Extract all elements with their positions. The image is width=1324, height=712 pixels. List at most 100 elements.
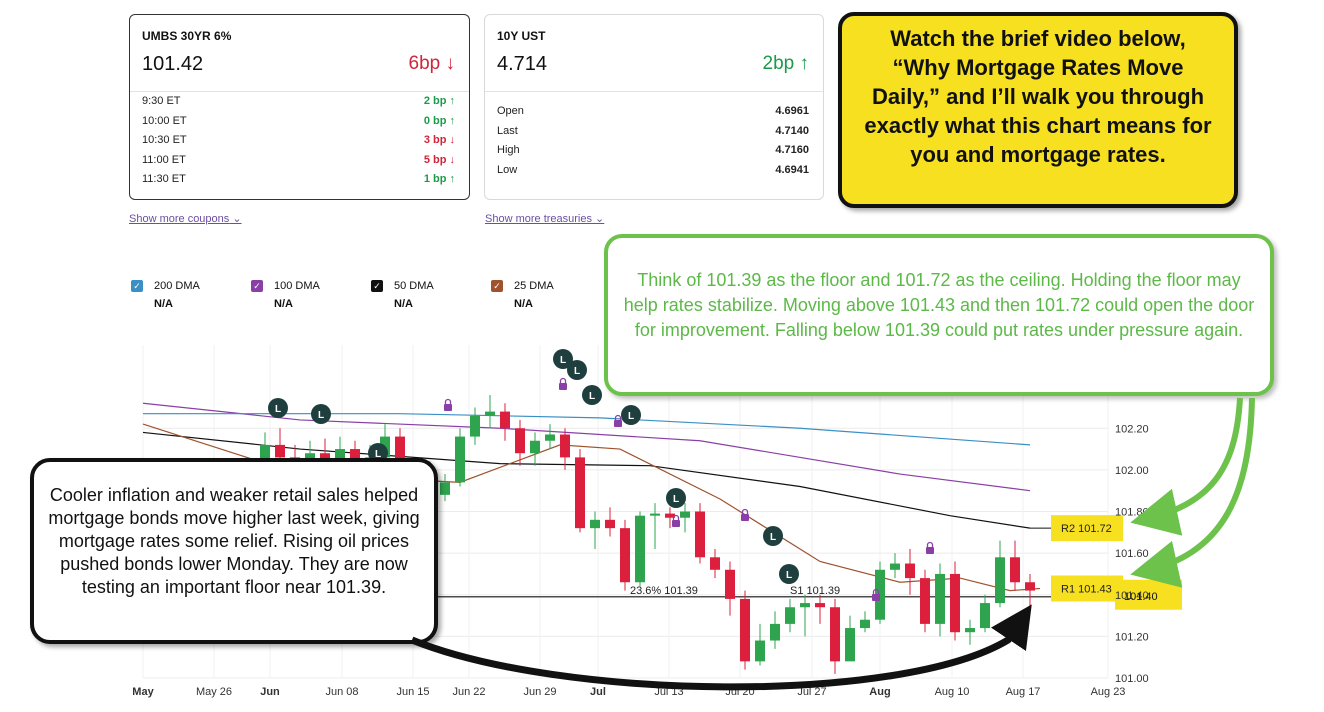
lock-icon (672, 520, 680, 527)
arrow-up-icon: ↑ (446, 95, 455, 107)
divider (130, 91, 469, 92)
umbs-intraday-row: 10:30 ET 3 bp ↓ (142, 134, 455, 152)
ust-stat-row: Open 4.6961 (497, 105, 809, 123)
candle-body (455, 436, 465, 483)
marker-letter: L (560, 355, 566, 366)
row-change: 3 bp ↓ (423, 134, 455, 146)
legend-label: 25 DMA (514, 280, 554, 292)
candle-body (755, 640, 765, 662)
arrow-down-icon: ↓ (446, 134, 455, 146)
row-change: 5 bp ↓ (423, 153, 455, 166)
event-marker-icon[interactable] (268, 398, 288, 418)
level-badge (1051, 515, 1123, 542)
candle-body (470, 415, 480, 437)
ust-quote-card[interactable]: 10Y UST 4.714 2bp ↑ Open 4.6961 Last 4.7140… (484, 14, 824, 200)
legend-label: 200 DMA (154, 280, 200, 292)
candle-body (980, 603, 990, 629)
event-marker-icon[interactable] (621, 405, 641, 425)
y-tick-label: 101.60 (1115, 548, 1149, 560)
ma-50-line (142, 431, 1031, 529)
lock-icon (926, 547, 934, 554)
lock-shackle (926, 541, 934, 547)
candle-body (875, 569, 885, 620)
y-tick-label: 101.20 (1115, 631, 1149, 643)
row-change: 0 bp ↑ (423, 114, 455, 127)
candle-body (935, 573, 945, 624)
checkbox-icon[interactable]: ✓ (251, 280, 263, 292)
umbs-price: 101.42 (142, 53, 204, 75)
event-marker-icon[interactable] (779, 564, 799, 584)
y-tick-label: 101.80 (1115, 507, 1149, 519)
umbs-intraday-row: 11:00 ET 5 bp ↓ (142, 154, 455, 172)
x-tick-label: Jun 08 (325, 686, 358, 698)
arrow-down-icon: ↓ (446, 153, 455, 166)
candle-body (965, 628, 975, 633)
row-change: 2 bp ↑ (423, 95, 455, 107)
lock-shackle (741, 508, 749, 514)
arrow-up-icon: ↑ (446, 173, 455, 185)
show-more-coupons-link[interactable]: Show more coupons ⌄ (129, 213, 242, 225)
row-time: 11:30 ET (142, 173, 186, 185)
checkbox-icon[interactable]: ✓ (371, 280, 383, 292)
x-tick-label: Jun 29 (523, 686, 556, 698)
checkbox-icon[interactable]: ✓ (131, 280, 143, 292)
lock-shackle (672, 514, 680, 520)
candle-body (830, 607, 840, 662)
umbs-quote-card[interactable]: UMBS 30YR 6% 101.42 6bp ↓ 9:30 ET 2 bp ↑ 1… (129, 14, 470, 200)
x-tick-label: Aug (869, 686, 890, 698)
candle-body (800, 603, 810, 608)
event-marker-icon[interactable] (311, 404, 331, 424)
event-marker-icon[interactable] (567, 360, 587, 380)
event-marker-icon[interactable] (763, 526, 783, 546)
lock-icon (614, 420, 622, 427)
level-label: S1 101.39 (790, 585, 840, 597)
umbs-change: 6bp ↓ (408, 53, 455, 74)
candle-body (845, 628, 855, 662)
candle-body (725, 569, 735, 599)
event-marker-icon[interactable] (553, 349, 573, 369)
candle-body (815, 603, 825, 608)
x-tick-label: May 26 (196, 686, 232, 698)
candle-body (710, 557, 720, 570)
lock-shackle (614, 414, 622, 420)
candle-body (785, 607, 795, 624)
candle-body (680, 511, 690, 518)
x-tick-label: Aug 23 (1091, 686, 1126, 698)
arrow-up-icon: ↑ (446, 114, 455, 127)
marker-letter: L (275, 404, 281, 415)
lock-icon (444, 404, 452, 411)
lock-icon (872, 594, 880, 601)
x-tick-label: Jun 15 (396, 686, 429, 698)
candle-body (635, 515, 645, 583)
x-tick-label: Jul (590, 686, 606, 698)
stat-value: 4.6961 (775, 105, 809, 117)
candle-body (440, 482, 450, 495)
current-price-label: 101.40 (1124, 591, 1158, 603)
show-more-treasuries-link[interactable]: Show more treasuries ⌄ (485, 213, 605, 225)
candle-body (740, 598, 750, 662)
candle-body (275, 444, 285, 458)
marker-letter: L (786, 570, 792, 581)
levels-callout: Think of 101.39 as the floor and 101.72 … (604, 234, 1274, 396)
event-marker-icon[interactable] (582, 385, 602, 405)
level-badge (1051, 575, 1123, 602)
candle-body (530, 440, 540, 454)
checkbox-icon[interactable]: ✓ (491, 280, 503, 292)
stat-label: Last (497, 124, 518, 137)
y-tick-label: 102.00 (1115, 465, 1149, 477)
candle-body (770, 623, 780, 641)
candle-body (890, 563, 900, 570)
event-marker-icon[interactable] (666, 488, 686, 508)
candle-body (650, 513, 660, 516)
ust-title: 10Y UST (497, 29, 546, 43)
marker-letter: L (673, 494, 679, 505)
row-time: 9:30 ET (142, 95, 181, 107)
umbs-intraday-row: 9:30 ET 2 bp ↑ (142, 95, 455, 113)
candle-body (335, 449, 345, 466)
candle-body (995, 557, 1005, 604)
candle-body (1010, 557, 1020, 583)
marker-letter: L (589, 391, 595, 402)
divider (485, 91, 823, 92)
x-tick-label: Aug 10 (935, 686, 970, 698)
x-tick-label: Jul 27 (797, 686, 826, 698)
